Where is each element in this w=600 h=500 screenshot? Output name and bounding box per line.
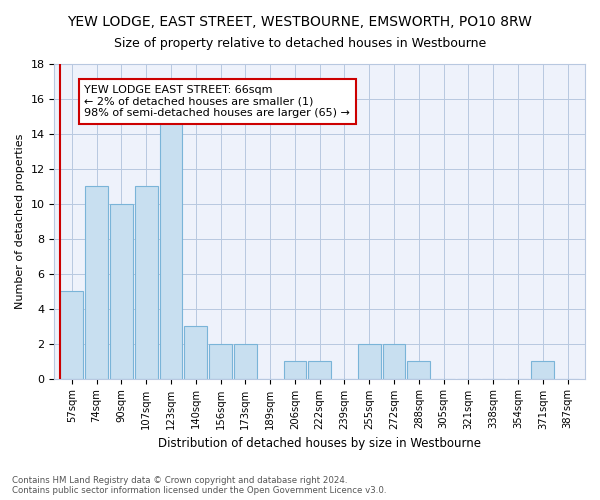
- Bar: [85, 186, 108, 378]
- Bar: [284, 361, 307, 378]
- Bar: [308, 361, 331, 378]
- Bar: [110, 204, 133, 378]
- Bar: [234, 344, 257, 378]
- Bar: [383, 344, 406, 378]
- Bar: [407, 361, 430, 378]
- Bar: [358, 344, 380, 378]
- Bar: [209, 344, 232, 378]
- Text: Size of property relative to detached houses in Westbourne: Size of property relative to detached ho…: [114, 38, 486, 51]
- Bar: [61, 291, 83, 378]
- Bar: [532, 361, 554, 378]
- Text: YEW LODGE EAST STREET: 66sqm
← 2% of detached houses are smaller (1)
98% of semi: YEW LODGE EAST STREET: 66sqm ← 2% of det…: [84, 85, 350, 118]
- Y-axis label: Number of detached properties: Number of detached properties: [15, 134, 25, 309]
- Text: YEW LODGE, EAST STREET, WESTBOURNE, EMSWORTH, PO10 8RW: YEW LODGE, EAST STREET, WESTBOURNE, EMSW…: [68, 15, 532, 29]
- X-axis label: Distribution of detached houses by size in Westbourne: Distribution of detached houses by size …: [158, 437, 481, 450]
- Bar: [160, 116, 182, 378]
- Bar: [135, 186, 158, 378]
- Text: Contains HM Land Registry data © Crown copyright and database right 2024.
Contai: Contains HM Land Registry data © Crown c…: [12, 476, 386, 495]
- Bar: [184, 326, 207, 378]
